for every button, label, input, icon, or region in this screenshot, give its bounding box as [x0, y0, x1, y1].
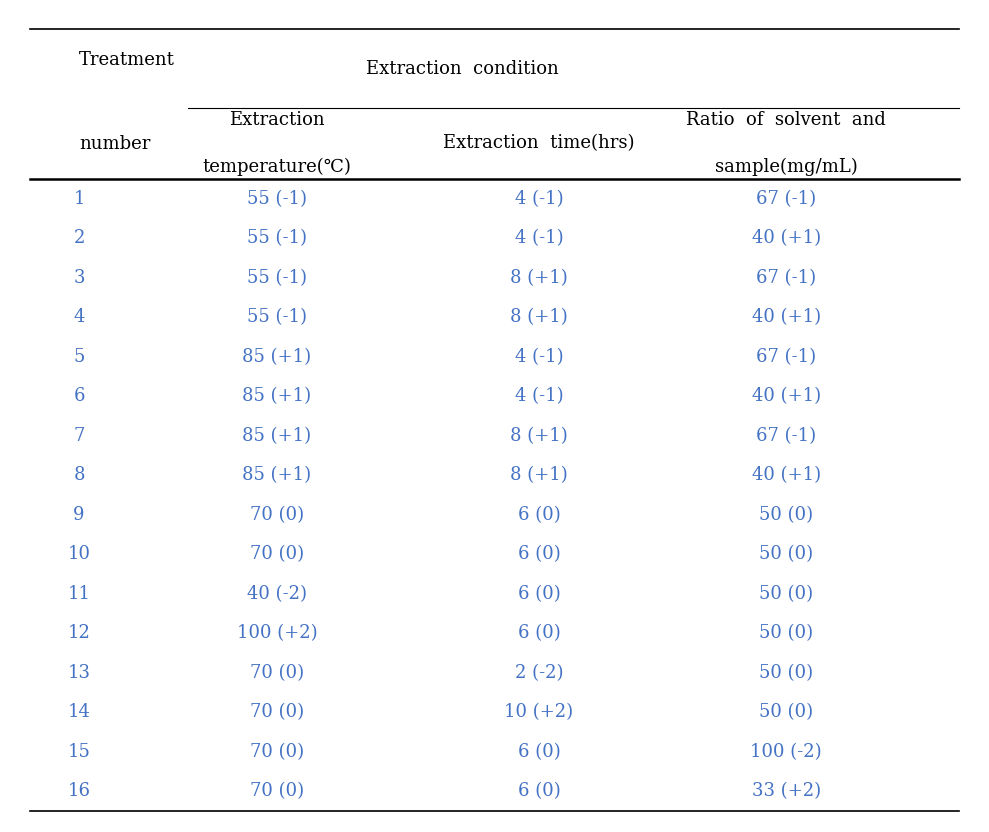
Text: 67 (-1): 67 (-1)	[757, 348, 816, 366]
Text: number: number	[79, 135, 150, 152]
Text: temperature(℃): temperature(℃)	[203, 158, 351, 176]
Text: 12: 12	[67, 624, 91, 642]
Text: 40 (+1): 40 (+1)	[752, 387, 821, 405]
Text: 8 (+1): 8 (+1)	[510, 427, 568, 445]
Text: 67 (-1): 67 (-1)	[757, 269, 816, 287]
Text: 8 (+1): 8 (+1)	[510, 269, 568, 287]
Text: 8 (+1): 8 (+1)	[510, 466, 568, 484]
Text: 2: 2	[73, 229, 85, 247]
Text: 85 (+1): 85 (+1)	[242, 466, 312, 484]
Text: 40 (+1): 40 (+1)	[752, 308, 821, 326]
Text: 67 (-1): 67 (-1)	[757, 190, 816, 208]
Text: 100 (-2): 100 (-2)	[751, 743, 822, 761]
Text: 1: 1	[73, 190, 85, 208]
Text: 6 (0): 6 (0)	[517, 585, 561, 603]
Text: 50 (0): 50 (0)	[760, 624, 813, 642]
Text: 70 (0): 70 (0)	[250, 506, 304, 524]
Text: 6 (0): 6 (0)	[517, 743, 561, 761]
Text: 8: 8	[73, 466, 85, 484]
Text: 6 (0): 6 (0)	[517, 506, 561, 524]
Text: 40 (+1): 40 (+1)	[752, 229, 821, 247]
Text: 10: 10	[67, 545, 91, 563]
Text: 55 (-1): 55 (-1)	[247, 269, 307, 287]
Text: 4 (-1): 4 (-1)	[514, 229, 564, 247]
Text: 4: 4	[73, 308, 85, 326]
Text: 55 (-1): 55 (-1)	[247, 190, 307, 208]
Text: Treatment: Treatment	[79, 52, 175, 69]
Text: 50 (0): 50 (0)	[760, 664, 813, 682]
Text: 85 (+1): 85 (+1)	[242, 427, 312, 445]
Text: 11: 11	[67, 585, 91, 603]
Text: 4 (-1): 4 (-1)	[514, 190, 564, 208]
Text: 5: 5	[73, 348, 85, 366]
Text: 6 (0): 6 (0)	[517, 782, 561, 800]
Text: 40 (-2): 40 (-2)	[247, 585, 307, 603]
Text: Ratio  of  solvent  and: Ratio of solvent and	[686, 111, 886, 129]
Text: 55 (-1): 55 (-1)	[247, 229, 307, 247]
Text: sample(mg/mL): sample(mg/mL)	[715, 158, 857, 176]
Text: 85 (+1): 85 (+1)	[242, 387, 312, 405]
Text: 4 (-1): 4 (-1)	[514, 348, 564, 366]
Text: 4 (-1): 4 (-1)	[514, 387, 564, 405]
Text: 6: 6	[73, 387, 85, 405]
Text: Extraction: Extraction	[229, 111, 324, 129]
Text: 50 (0): 50 (0)	[760, 585, 813, 603]
Text: 6 (0): 6 (0)	[517, 545, 561, 563]
Text: 50 (0): 50 (0)	[760, 703, 813, 721]
Text: 70 (0): 70 (0)	[250, 703, 304, 721]
Text: 10 (+2): 10 (+2)	[504, 703, 574, 721]
Text: 70 (0): 70 (0)	[250, 743, 304, 761]
Text: 16: 16	[67, 782, 91, 800]
Text: 70 (0): 70 (0)	[250, 664, 304, 682]
Text: 55 (-1): 55 (-1)	[247, 308, 307, 326]
Text: Extraction  condition: Extraction condition	[366, 60, 559, 77]
Text: 2 (-2): 2 (-2)	[514, 664, 564, 682]
Text: 8 (+1): 8 (+1)	[510, 308, 568, 326]
Text: 67 (-1): 67 (-1)	[757, 427, 816, 445]
Text: 6 (0): 6 (0)	[517, 624, 561, 642]
Text: 40 (+1): 40 (+1)	[752, 466, 821, 484]
Text: 85 (+1): 85 (+1)	[242, 348, 312, 366]
Text: 9: 9	[73, 506, 85, 524]
Text: 70 (0): 70 (0)	[250, 782, 304, 800]
Text: 33 (+2): 33 (+2)	[752, 782, 821, 800]
Text: Extraction  time(hrs): Extraction time(hrs)	[443, 135, 635, 152]
Text: 14: 14	[67, 703, 91, 721]
Text: 70 (0): 70 (0)	[250, 545, 304, 563]
Text: 7: 7	[73, 427, 85, 445]
Text: 3: 3	[73, 269, 85, 287]
Text: 15: 15	[67, 743, 91, 761]
Text: 100 (+2): 100 (+2)	[236, 624, 317, 642]
Text: 50 (0): 50 (0)	[760, 506, 813, 524]
Text: 13: 13	[67, 664, 91, 682]
Text: 50 (0): 50 (0)	[760, 545, 813, 563]
